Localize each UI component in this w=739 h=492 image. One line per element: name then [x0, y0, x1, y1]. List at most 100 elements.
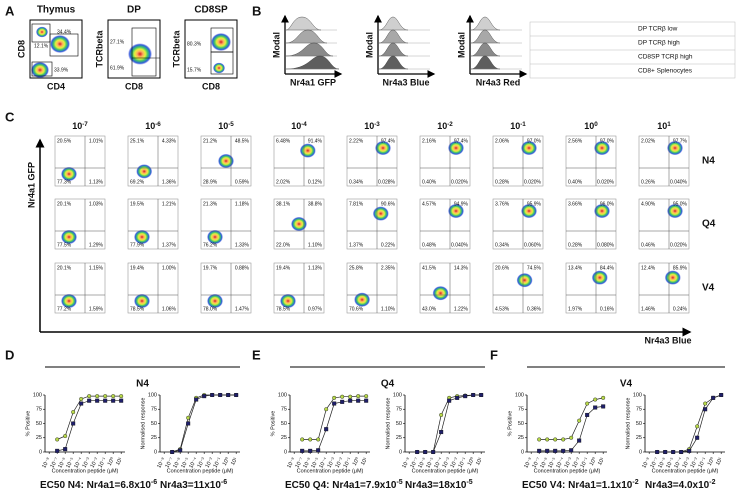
quadrant-pct: 90.6%	[381, 201, 396, 207]
point	[577, 438, 582, 443]
y-tick-label: 75	[636, 407, 642, 413]
density	[521, 203, 537, 219]
quadrant-pct: 28.9%	[203, 179, 218, 185]
panel-label: D	[5, 347, 14, 362]
x-tick-label: 10⁻³	[564, 457, 575, 470]
x-tick-label: 10⁻¹	[98, 457, 109, 470]
ec50-exp: -6	[151, 479, 157, 486]
curve	[539, 397, 604, 440]
point	[577, 418, 582, 423]
y-tick-label: 0	[399, 449, 402, 455]
y-label: Nr4a1 GFP	[26, 162, 36, 208]
x-label: Nr4a3 Blue	[382, 77, 429, 87]
point	[439, 412, 444, 417]
density	[218, 153, 234, 169]
y-tick-label: 0	[39, 449, 42, 455]
x-tick-label: 10⁻⁷	[649, 456, 661, 469]
quadrant-pct: 78.5%	[130, 306, 145, 312]
quadrant-pct: 0.040%	[670, 179, 688, 185]
x-tick-label: 10⁻⁷	[531, 456, 543, 469]
density	[594, 140, 610, 156]
x-tick-label: 10⁻⁷	[294, 456, 306, 469]
quadrant-pct: 94.9%	[454, 201, 469, 207]
point	[210, 393, 215, 398]
x-tick-label: 10⁻⁷	[164, 456, 176, 469]
quadrant-pct: 0.46%	[641, 242, 656, 248]
quadrant-pct: 0.080%	[597, 242, 615, 248]
density	[211, 33, 231, 51]
point	[234, 393, 239, 398]
quadrant-pct: 19.4%	[130, 265, 145, 271]
point	[103, 394, 108, 399]
density	[136, 164, 153, 179]
quadrant-pct: 0.28%	[495, 179, 510, 185]
density	[291, 216, 307, 232]
quadrant-pct: 70.6%	[349, 306, 364, 312]
y-tick-label: 100	[148, 392, 157, 398]
x-tick-label: 10⁻⁸	[400, 456, 412, 469]
point	[226, 393, 231, 398]
ec50-exp: -5	[396, 479, 402, 486]
gate	[49, 33, 79, 57]
quadrant-pct: 0.020%	[524, 179, 542, 185]
x-label: Nr4a3 Blue	[644, 335, 691, 345]
point	[186, 421, 191, 426]
density	[134, 293, 150, 309]
point	[55, 448, 60, 453]
quadrant-pct: 0.40%	[422, 179, 437, 185]
quadrant-pct: 1.03%	[89, 201, 104, 207]
quadrant-pct: 25.1%	[130, 138, 145, 144]
density	[61, 293, 77, 309]
x-tick-label: 10⁻⁶	[56, 456, 68, 469]
x-tick-label: 10⁻¹	[580, 457, 591, 470]
x-tick-label: 10⁻⁶	[301, 456, 313, 469]
quadrant-pct: 12.4%	[641, 265, 656, 271]
gate-pct: 34.4%	[57, 29, 72, 35]
x-tick-label: 10⁰	[221, 456, 232, 467]
x-tick-label: 10⁻⁵	[309, 456, 321, 469]
column-header: 10-1	[510, 121, 526, 132]
y-tick-label: 50	[636, 421, 642, 427]
density	[213, 62, 225, 74]
column-header-base: 10	[657, 121, 667, 131]
point	[170, 450, 175, 455]
quadrant-pct: 78.5%	[276, 306, 291, 312]
quadrant-pct: 95.9%	[527, 201, 542, 207]
quadrant-pct: 4.57%	[422, 201, 437, 207]
point	[537, 437, 542, 442]
y-tick-label: 75	[396, 407, 402, 413]
point	[194, 397, 199, 402]
point	[55, 437, 60, 442]
column-header-base: 10	[291, 121, 301, 131]
ec50: EC50 Q4: Nr4a1=7.9x10-5	[285, 479, 403, 491]
quadrant-pct: 38.8%	[308, 201, 323, 207]
x-tick-label: 10⁻¹	[213, 457, 224, 470]
quadrant-pct: 2.35%	[381, 265, 396, 271]
point	[719, 393, 724, 398]
quadrant-pct: 1.37%	[162, 242, 177, 248]
histogram	[470, 42, 501, 57]
quadrant-pct: 0.24%	[673, 306, 688, 312]
quadrant-pct: 0.48%	[422, 242, 437, 248]
point	[356, 398, 361, 403]
gate-pct: 33.9%	[54, 67, 69, 73]
histogram	[285, 42, 334, 57]
quadrant-pct: 4.33%	[162, 138, 177, 144]
point	[663, 450, 668, 455]
density	[36, 26, 48, 38]
x-tick-label: 10¹	[115, 457, 124, 467]
density	[516, 273, 533, 288]
quadrant-pct: 1.37%	[349, 242, 364, 248]
panel-label: A	[5, 3, 15, 18]
point	[695, 435, 700, 440]
column-header-base: 10	[218, 121, 228, 131]
quadrant-pct: 20.5%	[57, 138, 72, 144]
legend-label: CD8+ Splenocytes	[638, 68, 693, 75]
gate-pct: 12.1%	[34, 43, 49, 49]
x-label: Nr4a1 GFP	[290, 77, 336, 87]
quadrant-pct: 0.59%	[235, 179, 250, 185]
quadrant-pct: 19.4%	[276, 265, 291, 271]
quadrant-pct: 0.36%	[527, 306, 542, 312]
point	[332, 401, 337, 406]
histogram	[470, 29, 501, 44]
